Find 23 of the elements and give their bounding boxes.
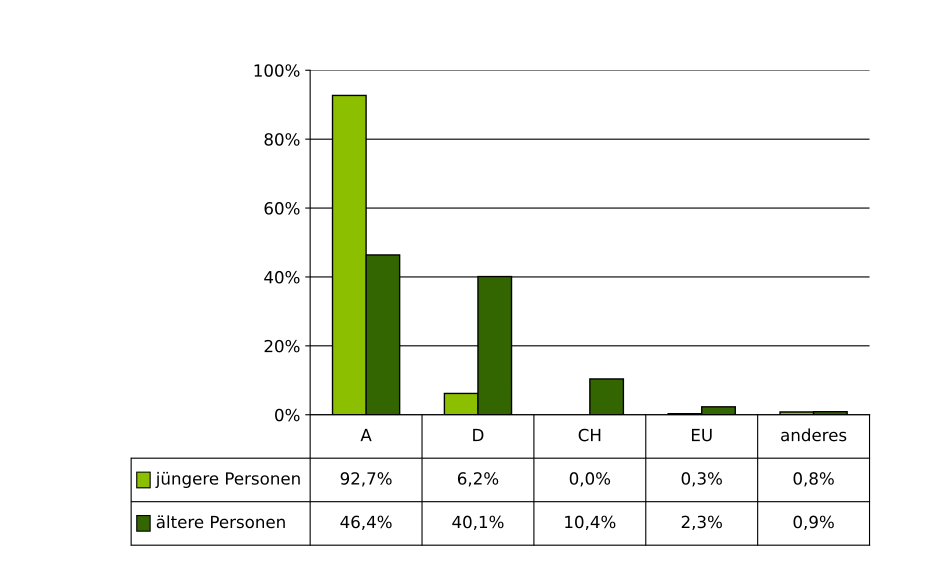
legend-label: ältere Personen xyxy=(156,515,285,528)
x-tick-label: EU xyxy=(692,428,712,442)
x-tick-label: A xyxy=(360,428,372,442)
x-tick-label: anderes xyxy=(781,428,846,442)
x-tick-label: D xyxy=(473,428,484,442)
data-label: 0,9% xyxy=(794,516,834,530)
y-tick-label: 0% xyxy=(275,408,300,422)
y-tick-label: 40% xyxy=(264,270,300,284)
y-tick-label: 60% xyxy=(264,202,300,215)
data-label: 0,0% xyxy=(570,472,610,486)
data-label: 46,4% xyxy=(340,516,392,530)
data-label: 10,4% xyxy=(565,516,616,530)
y-tick-label: 80% xyxy=(264,133,300,146)
data-label: 6,2% xyxy=(458,472,498,486)
data-label: 40,1% xyxy=(452,516,504,530)
data-label: 0,3% xyxy=(682,472,722,486)
data-label: 0,8% xyxy=(794,472,834,486)
legend-label: jüngere Personen xyxy=(155,472,300,488)
y-tick-label: 20% xyxy=(264,340,300,352)
y-tick-label: 100% xyxy=(254,64,300,77)
data-label: 92,7% xyxy=(340,472,392,486)
data-label: 2,3% xyxy=(682,516,722,530)
x-tick-label: CH xyxy=(578,428,600,442)
